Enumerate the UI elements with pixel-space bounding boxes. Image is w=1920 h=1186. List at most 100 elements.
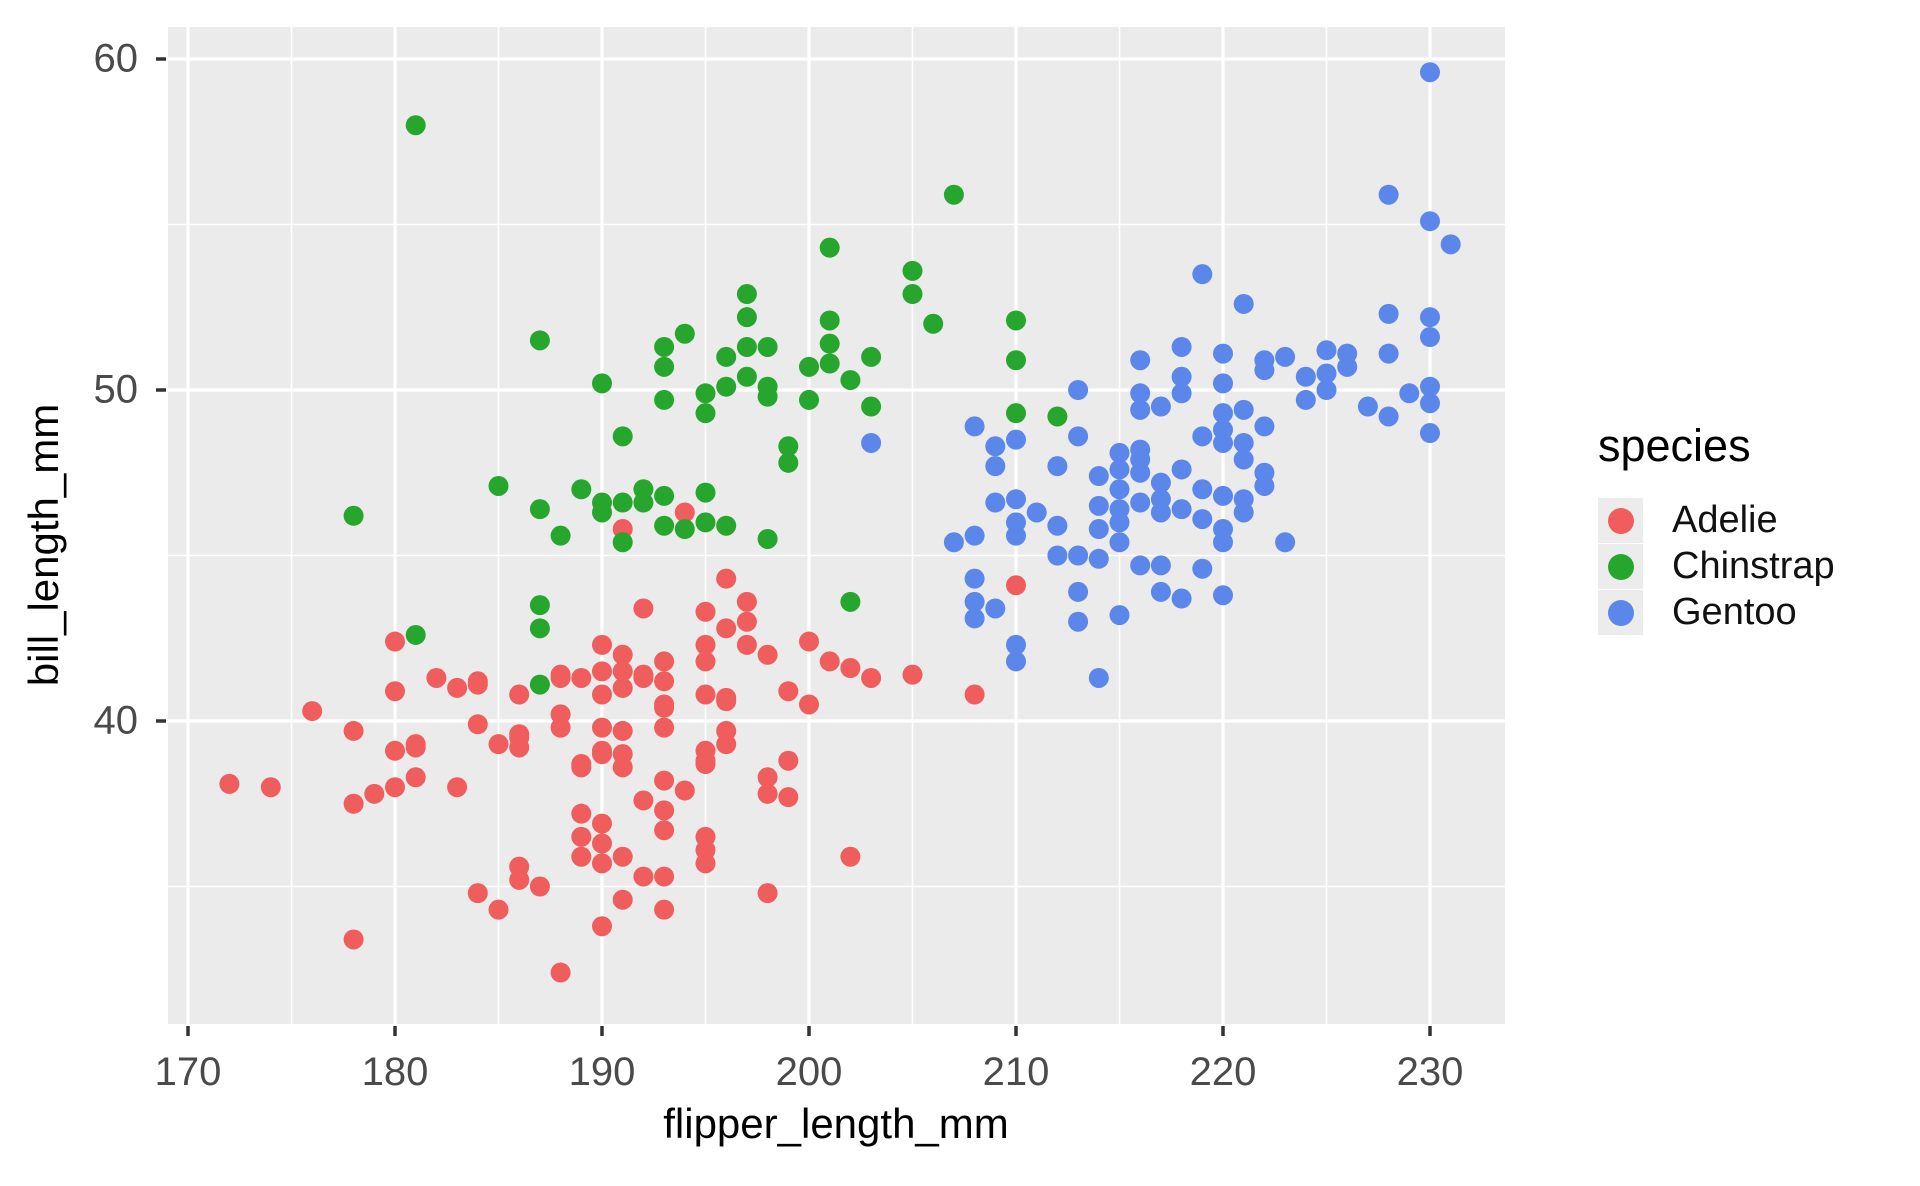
data-point: [757, 528, 778, 549]
data-point: [1233, 502, 1254, 523]
data-point: [964, 568, 985, 589]
data-point: [529, 618, 550, 639]
data-point: [819, 353, 840, 374]
legend-title: species: [1598, 420, 1751, 471]
data-point: [1192, 264, 1213, 285]
data-point: [1254, 475, 1275, 496]
data-point: [716, 568, 737, 589]
data-point: [799, 356, 819, 377]
data-point: [923, 313, 944, 334]
x-tick-label: 190: [568, 1050, 636, 1094]
data-point: [674, 323, 695, 344]
data-point: [550, 525, 571, 546]
data-point: [1420, 423, 1440, 444]
data-point: [426, 667, 447, 688]
data-point: [1150, 555, 1171, 576]
data-point: [385, 777, 405, 798]
data-point: [757, 644, 778, 665]
panel-background: [168, 27, 1505, 1024]
data-point: [488, 899, 509, 920]
data-point: [964, 591, 985, 612]
data-point: [654, 671, 675, 692]
data-point: [1171, 366, 1192, 387]
data-point: [736, 591, 757, 612]
data-point: [736, 307, 757, 328]
data-point: [405, 767, 426, 788]
data-point: [778, 452, 799, 473]
y-tick-label: 50: [93, 367, 139, 412]
data-point: [1047, 406, 1068, 427]
data-point: [695, 482, 716, 503]
legend-key: [1598, 590, 1643, 635]
series-adelie: [219, 502, 1026, 983]
data-point: [1316, 380, 1337, 400]
data-point: [674, 519, 695, 540]
data-point: [861, 346, 882, 367]
data-point: [592, 634, 612, 655]
data-point: [716, 618, 737, 639]
data-point: [1068, 426, 1089, 447]
data-point: [1130, 383, 1151, 404]
legend-label: Chinstrap: [1672, 545, 1835, 587]
data-point: [1006, 525, 1026, 546]
data-point: [343, 720, 364, 741]
data-point: [612, 426, 633, 447]
data-point: [1006, 429, 1026, 450]
data-point: [654, 485, 675, 506]
data-point: [778, 436, 799, 457]
data-point: [1420, 62, 1440, 83]
data-point: [1254, 416, 1275, 437]
data-point: [592, 833, 612, 854]
data-point: [1130, 462, 1151, 483]
data-point: [1130, 439, 1151, 460]
data-point: [695, 651, 716, 672]
legend-dot-icon: [1607, 507, 1634, 534]
data-point: [1378, 406, 1399, 427]
data-point: [1006, 489, 1026, 510]
data-point: [902, 284, 923, 305]
data-point: [1006, 651, 1026, 672]
data-point: [612, 532, 633, 553]
data-point: [1337, 356, 1358, 377]
data-point: [736, 634, 757, 655]
data-point: [819, 651, 840, 672]
data-point: [964, 684, 985, 705]
data-point: [1047, 515, 1068, 536]
data-point: [654, 800, 675, 821]
data-point: [571, 754, 592, 775]
data-point: [1109, 512, 1130, 533]
data-point: [1440, 234, 1461, 255]
data-point: [1420, 393, 1440, 414]
data-point: [943, 532, 964, 553]
data-point: [1192, 426, 1213, 447]
data-point: [695, 853, 716, 874]
data-point: [1006, 350, 1026, 371]
data-point: [550, 667, 571, 688]
data-point: [1254, 360, 1275, 381]
y-tick-label: 60: [93, 36, 139, 81]
data-point: [612, 757, 633, 778]
data-point: [509, 869, 530, 890]
data-point: [1192, 558, 1213, 579]
data-point: [1088, 667, 1109, 688]
data-point: [571, 846, 592, 867]
data-point: [571, 479, 592, 500]
data-point: [654, 389, 675, 410]
data-point: [736, 336, 757, 357]
data-point: [612, 846, 633, 867]
x-tick-label: 230: [1396, 1050, 1464, 1094]
legend-label: Gentoo: [1672, 591, 1797, 633]
data-point: [695, 684, 716, 705]
data-point: [343, 505, 364, 526]
data-point: [1213, 373, 1233, 394]
data-point: [716, 376, 737, 397]
data-point: [1316, 363, 1337, 384]
data-point: [1420, 376, 1440, 397]
data-point: [612, 661, 633, 682]
data-point: [716, 734, 737, 755]
data-point: [799, 389, 819, 410]
data-point: [1233, 432, 1254, 453]
data-point: [1006, 310, 1026, 331]
data-point: [736, 611, 757, 632]
legend-dot-icon: [1607, 553, 1634, 580]
